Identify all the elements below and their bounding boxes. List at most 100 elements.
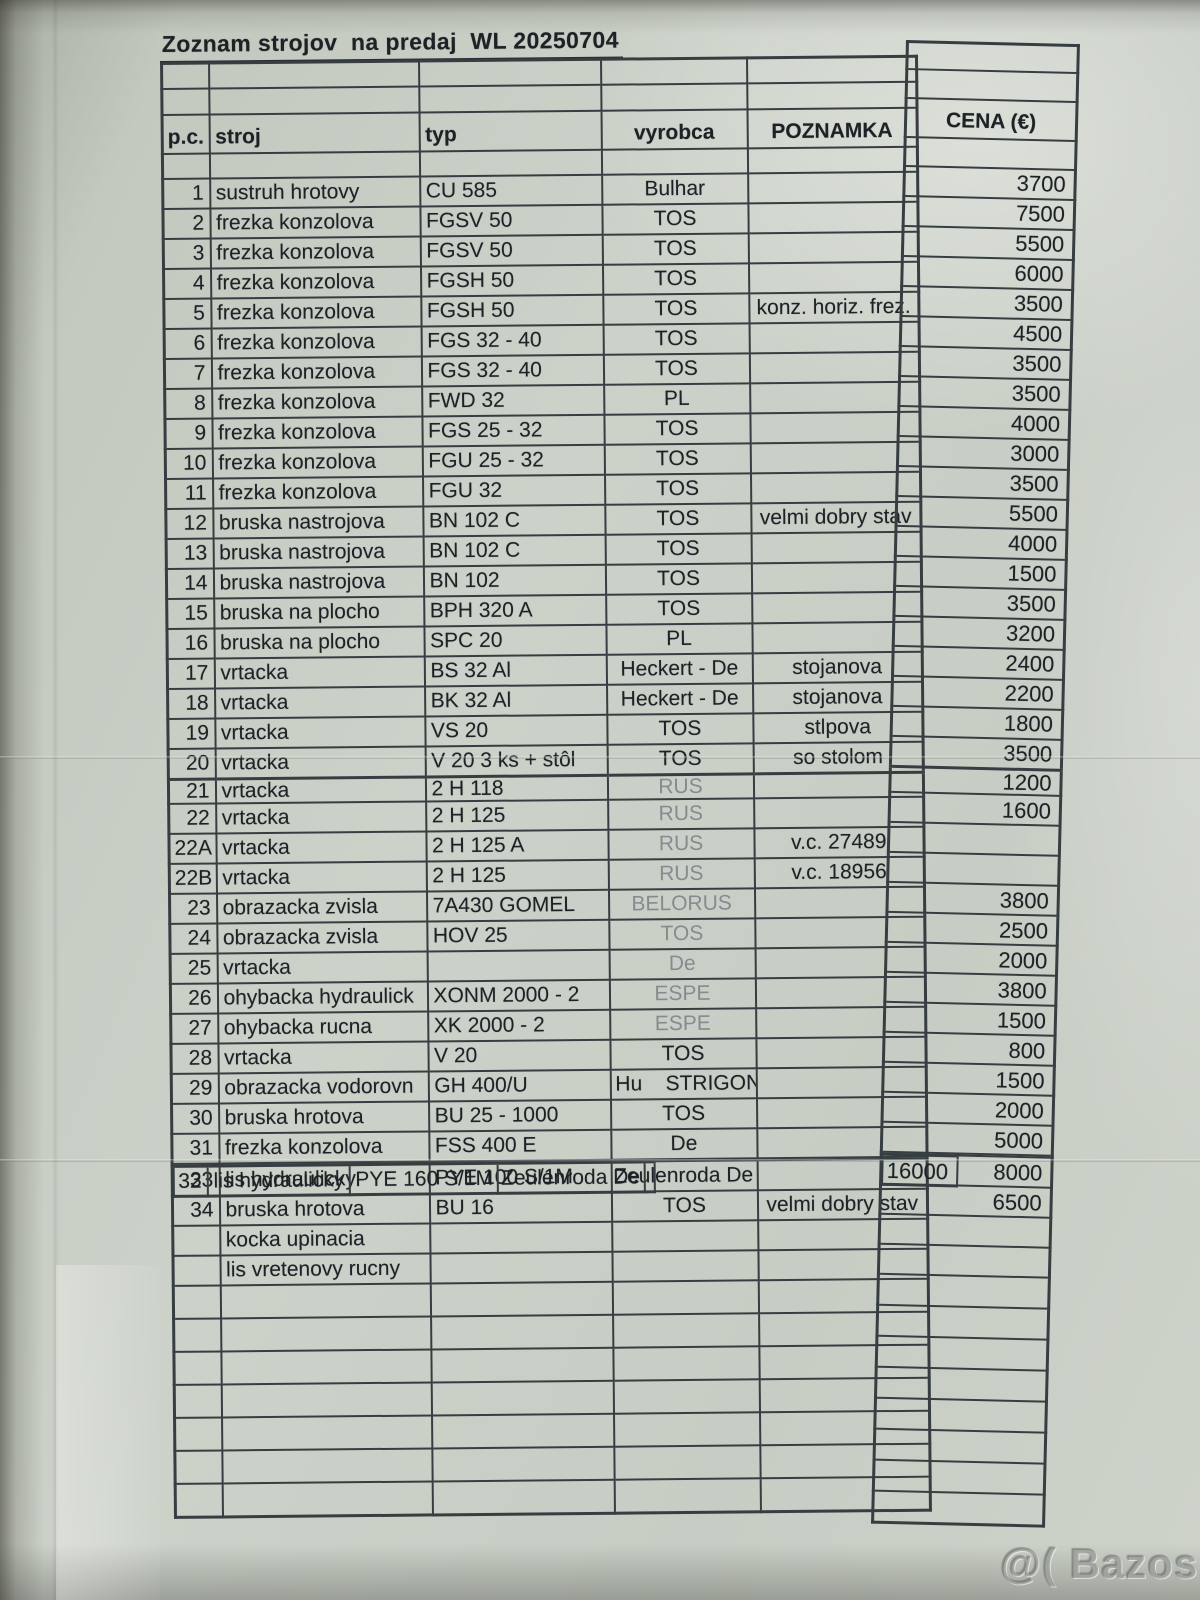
cell-vyrobca [611,1250,759,1282]
cell-stroj: frezka konzolova [210,296,422,329]
cell-cena: 6500 [879,1183,1052,1218]
cell-typ: FGS 32 - 40 [421,324,604,357]
cell-pc: 19 [167,718,216,749]
strip-empty-row [874,1397,1047,1433]
price-row: 2200 [891,675,1064,710]
cell-pc: 28 [170,1043,219,1074]
price-row: 2000 [885,941,1058,976]
cell-typ: CU 585 [419,174,602,207]
cell-vyrobca: TOS [605,593,752,625]
cell-vyrobca: RUS [607,828,755,860]
cell-pc: 6 [164,328,212,359]
header-vyrobca: vyrobca [601,109,748,150]
cell-pc: 20 [168,748,216,780]
cell-vyrobca [611,1220,758,1252]
price-row: 4000 [895,525,1068,560]
cell-stroj: bruska na plocho [213,626,425,659]
cell-typ: BN 102 C [423,534,606,567]
cell-cena: 3800 [886,881,1059,916]
cell-vyrobca: TOS [605,563,752,595]
price-row: 3500 [899,345,1072,380]
cell-typ: SPC 20 [423,624,607,657]
cell-typ: BU 25 - 1000 [428,1099,611,1132]
cell-stroj: frezka konzolova [209,206,421,239]
cell-cena: 5000 [881,1121,1053,1156]
cell-typ: FWD 32 [421,384,604,417]
cell-stroj: frezka konzolova [210,266,421,299]
cell-pc: 27 [170,1013,218,1044]
cell-pc: 10 [165,448,213,479]
price-row: 800 [883,1031,1056,1066]
cell-pc: 9 [164,418,213,449]
price-row: 1800 [891,705,1063,740]
table-row: 31 frezka konzolova FSS 400 E De [171,1126,928,1164]
price-row: 1600 [889,791,1061,826]
header-cena: CENA (€) [905,98,1078,142]
cell-stroj: vrtacka [217,951,428,984]
cell-vyrobca: TOS [604,473,751,505]
cell-cena: 3500 [898,375,1071,410]
price-row: 5000 [881,1121,1053,1156]
cell-vyrobca: Heckert - De [606,653,753,685]
strip-spacer-row [904,137,1077,171]
cell-cena: 4500 [900,315,1072,350]
price-row: 3500 [893,585,1066,620]
cell-typ: V 20 [427,1039,611,1072]
cell-cena [879,1213,1051,1248]
header-stroj: stroj [209,112,420,154]
cell-stroj: sustruh hrotovy [209,176,420,209]
cell-poznamka [748,261,919,294]
cell-typ: 7A430 GOMEL [426,889,609,922]
cell-pc: 4 [163,268,211,299]
price-row [887,851,1060,886]
price-row: 1500 [894,555,1067,590]
cell-cena: 5500 [902,225,1075,261]
cell-typ: GH 400/U [428,1069,611,1102]
cell-pc: 17 [167,658,215,689]
cell-pc: 16 [166,628,215,659]
strip-empty-row [876,1304,1049,1340]
cell-typ [429,1251,613,1284]
cell-typ: HOV 25 [426,919,610,952]
cell-cena: 3500 [890,735,1063,771]
cell-vyrobca: Bulhar [601,173,748,205]
cell-poznamka [748,231,919,264]
cell-cena: 8000 [880,1153,1053,1188]
cell-cena: 2000 [882,1091,1054,1126]
cell-pc: 2 [162,208,211,239]
cell-typ: BK 32 Al [424,684,607,717]
cell-stroj: vrtacka [214,716,426,749]
cell-stroj: bruska hrotova [219,1193,430,1226]
cell-stroj: vrtacka [214,656,425,689]
cell-vyrobca: TOS [609,1038,757,1070]
cell-vyrobca: De [609,948,756,980]
cell-typ: PYE 100 S/1M [429,1161,612,1194]
cell-vyrobca: PL [605,623,753,655]
cell-stroj: vrtacka [215,746,426,780]
cell-cena: 800 [883,1031,1056,1066]
cell-cena: 1600 [889,791,1061,826]
price-row: 2000 [882,1091,1054,1126]
cell-typ: VS 20 [424,714,608,747]
cell-vyrobca: Heckert - De [606,683,753,715]
cell-typ: BS 32 Al [424,654,607,687]
price-row: 3500 [890,735,1063,771]
price-row: 6500 [879,1183,1052,1218]
cell-stroj: vrtacka [216,861,427,894]
strip-header-row: CENA (€) [905,98,1078,142]
cell-cena: 3500 [893,585,1066,620]
cell-cena: 2200 [891,675,1064,710]
cell-pc: 29 [171,1073,219,1104]
cell-stroj: frezka konzolova [218,1131,430,1164]
cell-typ: XK 2000 - 2 [427,1009,610,1042]
cell-pc [172,1225,220,1256]
price-row: 8000 [880,1153,1053,1188]
cell-pc [172,1255,221,1286]
cell-cena: 3700 [903,166,1076,201]
cell-stroj: lis vretenovy rucny [219,1253,431,1286]
cell-pc: 34 [172,1195,220,1226]
cell-cena: 4000 [895,525,1068,560]
cell-typ: FGSV 50 [420,234,603,267]
cell-cena: 7500 [903,195,1075,231]
cell-cena [878,1243,1051,1278]
